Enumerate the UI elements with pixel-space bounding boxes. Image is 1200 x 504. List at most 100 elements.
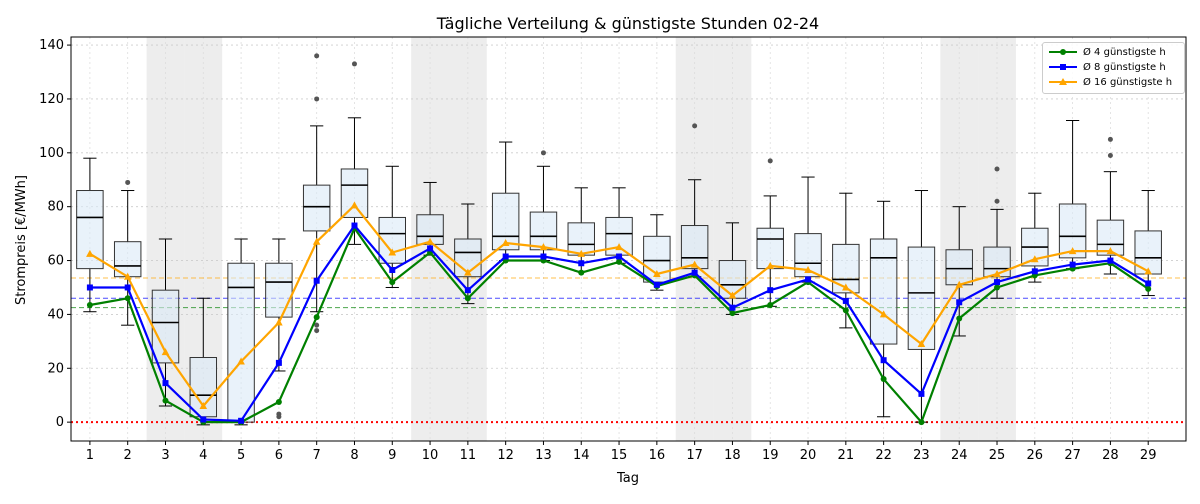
series-point — [653, 281, 660, 288]
y-tick-label: 80 — [47, 200, 64, 215]
series-point — [805, 276, 812, 283]
x-tick-label: 16 — [649, 448, 666, 463]
series-point — [389, 279, 396, 286]
series-point — [879, 310, 888, 318]
series-point — [767, 287, 774, 294]
series-point — [313, 277, 320, 284]
series-point — [540, 253, 547, 260]
series-point — [1145, 280, 1152, 287]
series-point — [313, 314, 320, 321]
y-tick-label: 0 — [56, 415, 64, 430]
series-point — [275, 318, 283, 326]
outlier-point — [1107, 153, 1113, 159]
series-point — [350, 201, 359, 209]
outlier-point — [994, 198, 1000, 204]
box-day-13 — [529, 150, 558, 262]
series-point — [161, 348, 170, 356]
outlier-point — [314, 328, 320, 334]
x-tick-label: 21 — [838, 448, 855, 463]
series-point — [86, 284, 93, 291]
series-point — [804, 265, 812, 273]
x-tick-label: 29 — [1140, 448, 1157, 463]
x-tick-label: 26 — [1027, 448, 1044, 463]
series-point — [994, 284, 1001, 291]
series-point — [578, 260, 585, 267]
series-point — [616, 258, 623, 265]
series-point — [275, 398, 282, 405]
outlier-point — [276, 414, 282, 420]
series-point — [690, 260, 699, 268]
series-point — [275, 359, 282, 366]
series-point — [917, 340, 926, 348]
series-point — [426, 237, 434, 245]
series-point — [767, 301, 774, 308]
series-point — [501, 239, 510, 247]
x-tick-label: 3 — [161, 448, 169, 463]
box-day-14 — [567, 187, 595, 272]
legend-item-16h: Ø 16 günstigste h — [1049, 75, 1172, 89]
x-tick-label: 23 — [913, 448, 930, 463]
series-point — [312, 237, 321, 245]
series-point — [86, 301, 93, 308]
chart-title: Tägliche Verteilung & günstigste Stunden… — [436, 14, 819, 33]
series-point — [162, 397, 169, 404]
outlier-point — [351, 61, 357, 67]
box-body — [227, 262, 255, 423]
series-point — [1145, 285, 1152, 292]
series-point — [123, 272, 132, 280]
series-point — [1031, 268, 1038, 275]
series-point — [728, 291, 737, 299]
box-body — [265, 262, 293, 318]
series-point — [880, 357, 887, 364]
series-point — [1069, 261, 1076, 268]
box-body — [756, 227, 784, 270]
series-point — [691, 269, 698, 276]
x-tick-label: 6 — [275, 448, 283, 463]
series-point — [842, 283, 850, 291]
box-day-29 — [1134, 190, 1162, 297]
series-point — [502, 253, 509, 260]
series-point — [616, 253, 623, 260]
series-point — [464, 287, 471, 294]
series-point — [464, 295, 471, 302]
y-axis-label: Strompreis [€/MWh] — [14, 175, 29, 305]
series-point — [729, 304, 736, 311]
series-point — [1031, 255, 1039, 263]
box-body — [983, 246, 1011, 278]
box-body — [907, 246, 936, 350]
x-axis-label: Tag — [616, 471, 639, 486]
legend-item-4h: Ø 4 günstigste h — [1049, 45, 1166, 59]
x-tick-label: 2 — [124, 448, 132, 463]
y-tick-label: 120 — [39, 92, 64, 107]
series-point — [615, 243, 623, 251]
x-tick-label: 8 — [350, 448, 358, 463]
series-point — [766, 261, 775, 269]
series-point — [464, 268, 472, 276]
series-point — [86, 249, 94, 257]
x-tick-label: 9 — [388, 448, 396, 463]
series-point — [842, 307, 849, 314]
series-1 — [86, 222, 1152, 424]
x-tick-label: 17 — [686, 448, 703, 463]
x-tick-label: 18 — [724, 448, 741, 463]
x-tick-label: 28 — [1102, 448, 1119, 463]
series-point — [124, 295, 131, 302]
series-point — [994, 279, 1001, 286]
x-tick-label: 20 — [800, 448, 817, 463]
outlier-point — [767, 158, 773, 164]
series-point — [653, 270, 661, 278]
series-point — [1106, 247, 1115, 255]
series-point — [1107, 257, 1114, 264]
outlier-point — [314, 96, 320, 102]
box-body — [945, 249, 973, 286]
x-tick-label: 10 — [422, 448, 439, 463]
outlier-point — [692, 123, 698, 129]
outlier-point — [125, 179, 131, 185]
series-point — [237, 357, 245, 365]
box-day-23 — [907, 190, 936, 423]
series-point — [956, 299, 963, 306]
x-tick-label: 1 — [86, 448, 94, 463]
legend-swatch-4h — [1049, 49, 1077, 55]
